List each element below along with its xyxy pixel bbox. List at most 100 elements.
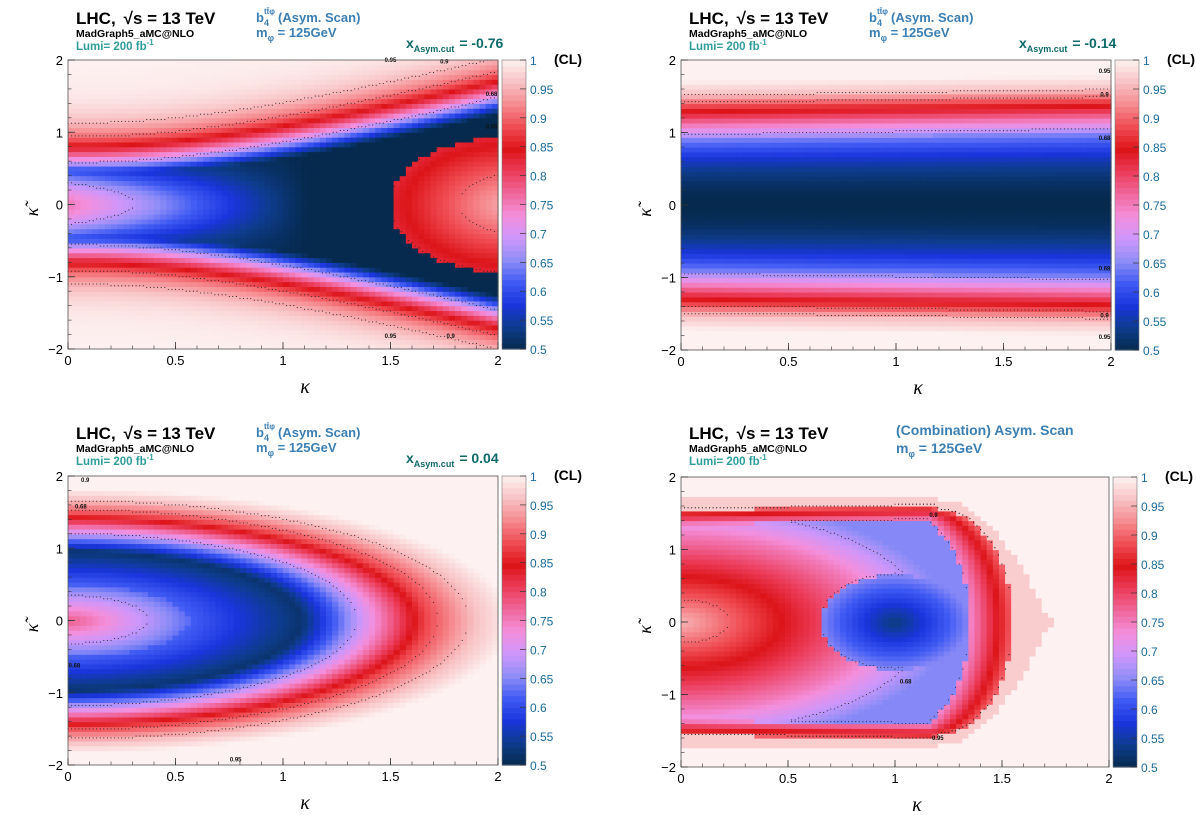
heatmap-cell (449, 60, 456, 65)
heatmap-cell (222, 79, 229, 84)
heatmap-cell (357, 286, 364, 291)
heatmap-cell (105, 205, 112, 210)
contour-point (229, 282, 230, 283)
heatmap-cell (320, 233, 327, 238)
heatmap-cell (314, 166, 321, 171)
heatmap-cell (93, 171, 100, 176)
contour-point (476, 224, 477, 225)
heatmap-cell (437, 291, 444, 296)
contour-point (168, 249, 169, 250)
heatmap-cell (123, 205, 130, 210)
heatmap-cell (74, 296, 81, 301)
heatmap-cell (418, 238, 425, 243)
heatmap-cell (185, 296, 192, 301)
heatmap-cell (93, 248, 100, 253)
heatmap-cell (99, 306, 106, 311)
heatmap-cell (203, 286, 210, 291)
heatmap-cell (455, 195, 462, 200)
heatmap-cell (289, 166, 296, 171)
contour-point (107, 135, 108, 136)
heatmap-cell (480, 335, 487, 340)
heatmap-cell (185, 229, 192, 234)
contour-point (71, 123, 72, 124)
heatmap-cell (234, 99, 241, 104)
heatmap-cell (265, 219, 272, 224)
contour-point (103, 218, 104, 219)
heatmap-cell (480, 310, 487, 315)
heatmap-cell (99, 74, 106, 79)
contour-point (268, 144, 269, 145)
heatmap-cell (308, 243, 315, 248)
heatmap-cell (406, 118, 413, 123)
heatmap-cell (295, 89, 302, 94)
heatmap-cell (258, 272, 265, 277)
heatmap-cell (105, 195, 112, 200)
heatmap-cell (283, 229, 290, 234)
heatmap-cell (394, 238, 401, 243)
heatmap-cell (142, 123, 149, 128)
contour-point (229, 256, 230, 257)
heatmap-cell (381, 171, 388, 176)
heatmap-cell (142, 60, 149, 65)
heatmap-cell (301, 147, 308, 152)
heatmap-cell (369, 291, 376, 296)
contour-point (146, 159, 147, 160)
heatmap-cell (265, 137, 272, 142)
heatmap-cell (191, 79, 198, 84)
heatmap-cell (338, 99, 345, 104)
heatmap-cell (351, 243, 358, 248)
heatmap-cell (74, 335, 81, 340)
heatmap-cell (222, 118, 229, 123)
heatmap-cell (430, 132, 437, 137)
heatmap-cell (136, 253, 143, 258)
heatmap-cell (160, 185, 167, 190)
contour-point (254, 260, 255, 261)
heatmap-cell (215, 233, 222, 238)
heatmap-cell (179, 147, 186, 152)
heatmap-cell (344, 219, 351, 224)
heatmap-cell (357, 166, 364, 171)
heatmap-cell (277, 176, 284, 181)
heatmap-cell (154, 325, 161, 330)
heatmap-cell (424, 137, 431, 142)
heatmap-cell (142, 103, 149, 108)
contour-point (121, 193, 122, 194)
heatmap-cell (363, 243, 370, 248)
heatmap-cell (418, 272, 425, 277)
heatmap-cell (351, 166, 358, 171)
heatmap-cell (289, 118, 296, 123)
heatmap-cell (301, 320, 308, 325)
heatmap-cell (234, 224, 241, 229)
heatmap-cell (265, 118, 272, 123)
heatmap-cell (424, 267, 431, 272)
heatmap-cell (258, 180, 265, 185)
heatmap-cell (467, 176, 474, 181)
heatmap-cell (381, 185, 388, 190)
heatmap-cell (314, 320, 321, 325)
heatmap-cell (68, 291, 75, 296)
contour-point (465, 329, 466, 330)
heatmap-cell (308, 84, 315, 89)
contour-point (222, 152, 223, 153)
heatmap-cell (123, 99, 130, 104)
heatmap-cell (332, 89, 339, 94)
heatmap-cell (222, 205, 229, 210)
heatmap-cell (418, 339, 425, 344)
heatmap-cell (129, 286, 136, 291)
heatmap-cell (166, 205, 173, 210)
heatmap-cell (166, 335, 173, 340)
heatmap-cell (418, 185, 425, 190)
heatmap-cell (338, 339, 345, 344)
heatmap-cell (215, 113, 222, 118)
heatmap-cell (123, 291, 130, 296)
contour-point (476, 330, 477, 331)
heatmap-cell (301, 79, 308, 84)
heatmap-cell (320, 200, 327, 205)
heatmap-cell (320, 205, 327, 210)
heatmap-cell (443, 200, 450, 205)
heatmap-cell (283, 335, 290, 340)
heatmap-cell (406, 253, 413, 258)
heatmap-cell (74, 132, 81, 137)
heatmap-cell (258, 219, 265, 224)
heatmap-cell (455, 229, 462, 234)
